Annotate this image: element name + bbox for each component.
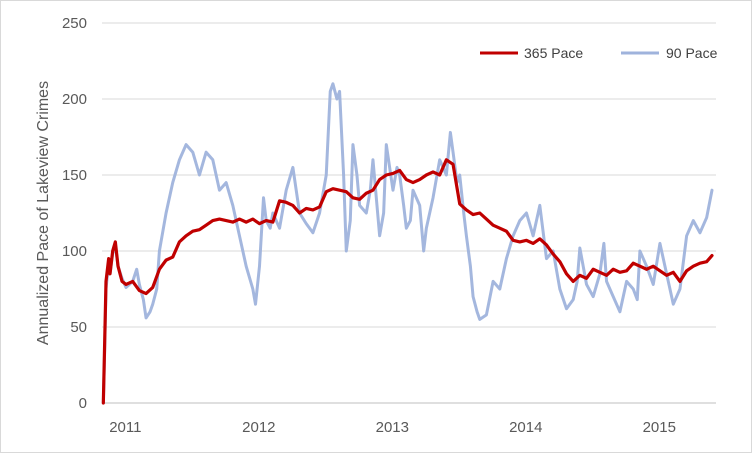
- x-tick-label: 2012: [242, 419, 275, 436]
- gridlines: [102, 22, 716, 328]
- legend-label: 365 Pace: [524, 45, 583, 61]
- x-tick-label: 2014: [509, 419, 542, 436]
- series-line-90-pace: [101, 82, 714, 405]
- y-axis-title: Annualized Pace of Lakeview Crimes: [35, 81, 52, 345]
- y-tick-label: 250: [62, 15, 87, 32]
- y-tick-labels: 0 50 100 150 200 250: [62, 15, 87, 412]
- y-tick-label: 200: [62, 91, 87, 108]
- legend-label: 90 Pace: [666, 45, 718, 61]
- y-tick-label: 100: [62, 243, 87, 260]
- x-tick-label: 2013: [376, 419, 409, 436]
- x-tick-labels: 2011 2012 2013 2014 2015: [109, 419, 676, 436]
- y-tick-label: 50: [70, 319, 87, 336]
- series-lines: [101, 82, 714, 405]
- series-line-365-pace: [101, 158, 714, 405]
- legend: 365 Pace 90 Pace: [480, 45, 718, 61]
- y-tick-label: 0: [79, 395, 87, 412]
- x-tick-label: 2015: [643, 419, 676, 436]
- y-tick-label: 150: [62, 167, 87, 184]
- x-tick-label: 2011: [109, 419, 141, 436]
